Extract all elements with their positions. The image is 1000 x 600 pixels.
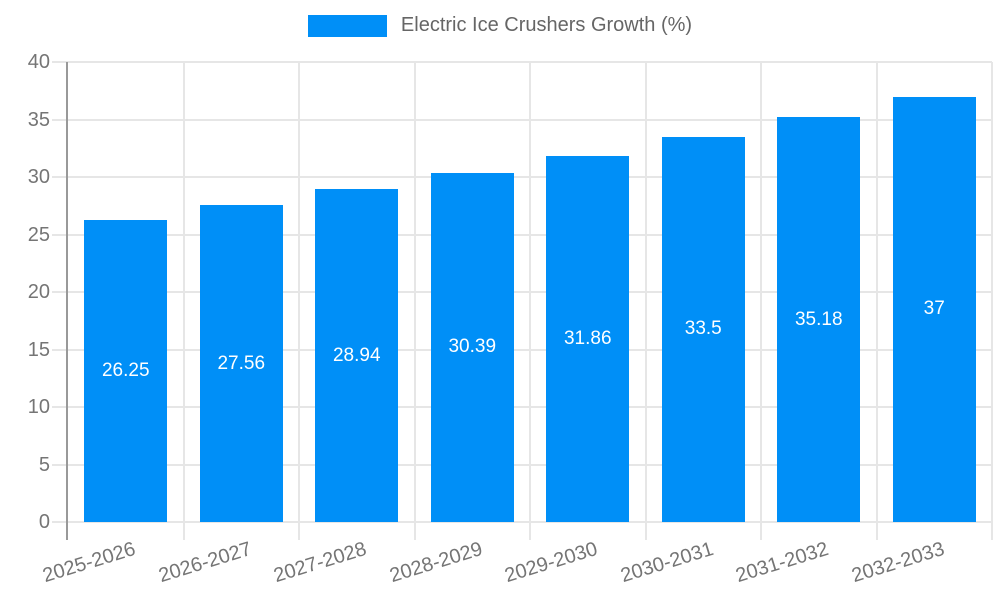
gridline-h [52, 521, 992, 523]
x-tick-label: 2030-2031 [617, 538, 716, 588]
x-tick-label: 2031-2032 [733, 538, 832, 588]
bar[interactable]: 35.18 [777, 117, 861, 522]
x-tick-label: 2028-2029 [386, 538, 485, 588]
gridline-h [52, 118, 992, 121]
gridline-h [52, 61, 992, 63]
gridline-v [875, 62, 878, 540]
x-tick-label: 2025-2026 [40, 538, 139, 588]
bar-value-label: 28.94 [332, 344, 381, 366]
bar[interactable]: 31.86 [546, 155, 630, 522]
y-tick-label: 10 [27, 396, 50, 418]
y-tick-label: 20 [27, 281, 50, 303]
x-axis-labels: 2025-2026 2026-2027 2027-2028 2028-2029 2029… [40, 522, 992, 600]
y-tick-label: 25 [27, 223, 50, 246]
gridline-h [52, 233, 992, 236]
y-tick-label: 5 [38, 453, 50, 476]
gridline-v [991, 62, 993, 540]
plot-area: 26.25 27.56 28.94 30.39 31.86 33.5 35.18 37 [52, 61, 993, 540]
y-tick-label: 0 [38, 511, 50, 533]
gridline-h [52, 463, 992, 466]
bar[interactable]: 27.56 [199, 205, 283, 522]
y-axis-labels: 0 5 10 15 20 25 30 35 40 [0, 51, 50, 533]
gridline-h [52, 348, 992, 351]
gridline-h [52, 406, 992, 408]
bar[interactable]: 26.25 [84, 220, 168, 522]
bar-value-label: 27.56 [217, 352, 266, 374]
gridline-v [529, 62, 531, 540]
gridline-v [644, 62, 647, 540]
bar-value-label: 33.5 [684, 318, 722, 340]
x-tick-label: 2026-2027 [155, 538, 254, 588]
bar[interactable]: 33.5 [661, 136, 745, 522]
y-axis-line [66, 62, 68, 540]
gridline-v [760, 62, 762, 540]
gridline-v [298, 62, 300, 540]
bar[interactable]: 28.94 [315, 189, 399, 522]
bar-value-label: 30.39 [448, 336, 497, 358]
bar-value-label: 31.86 [563, 327, 612, 349]
gridline-h [52, 176, 992, 178]
bar[interactable]: 37 [892, 96, 976, 522]
legend-label: Electric Ice Crushers Growth (%) [400, 14, 693, 36]
bar-value-label: 26.25 [101, 360, 150, 382]
x-tick-label: 2029-2030 [502, 538, 601, 588]
y-tick-label: 40 [27, 51, 50, 73]
bar-value-label: 37 [923, 298, 945, 320]
chart-legend[interactable]: Electric Ice Crushers Growth (%) [0, 14, 1000, 37]
y-tick-label: 35 [27, 108, 50, 131]
gridline-h [52, 291, 992, 293]
x-tick-label: 2032-2033 [848, 538, 947, 588]
x-tick-label: 2027-2028 [271, 538, 370, 588]
y-tick-label: 15 [27, 338, 50, 361]
y-tick-label: 30 [27, 166, 50, 188]
bar-value-label: 35.18 [794, 308, 843, 330]
gridline-v [413, 62, 416, 540]
gridline-v [182, 62, 185, 540]
bar[interactable]: 30.39 [430, 172, 514, 522]
legend-swatch-icon [307, 14, 387, 37]
